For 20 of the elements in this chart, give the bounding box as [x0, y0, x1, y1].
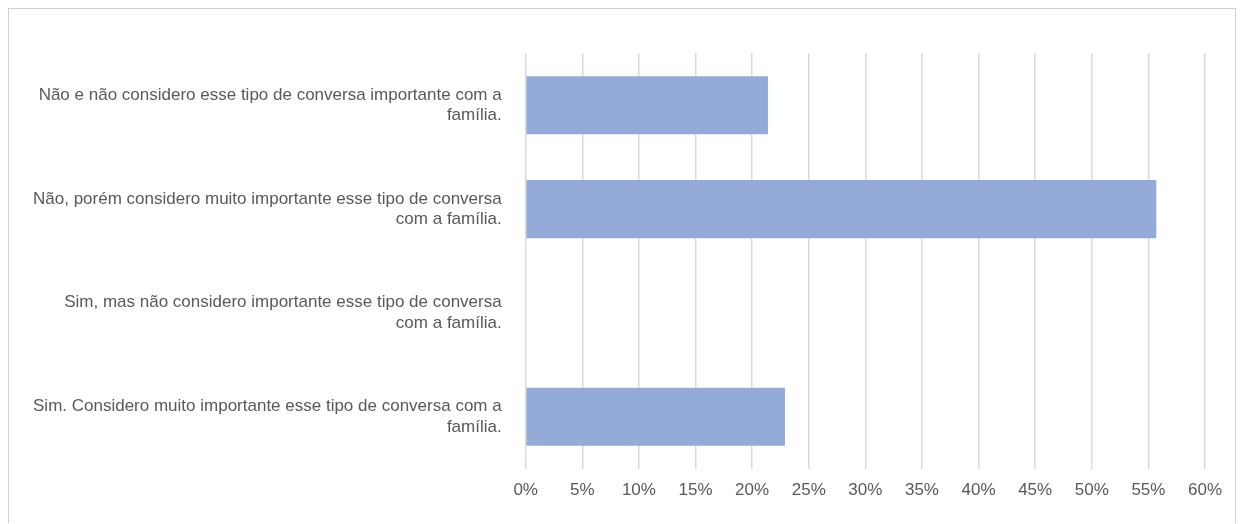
x-tick-label: 20% [735, 480, 770, 500]
x-tick-label: 5% [570, 480, 595, 500]
bar [526, 180, 1157, 239]
x-tick-label: 30% [848, 480, 883, 500]
x-tick-label: 35% [904, 480, 939, 500]
x-tick-label: 60% [1187, 480, 1223, 500]
y-tick-label: Sim, mas não considero importante esse tipo de conversa com a família. [64, 292, 503, 332]
x-tick-label: 0% [513, 480, 538, 500]
x-tick-label: 15% [678, 480, 713, 500]
x-tick-label: 10% [621, 480, 656, 500]
x-tick-label: 45% [1018, 480, 1053, 500]
y-tick-label: Sim. Considero muito importante esse tipo de conversa com a família. [33, 396, 503, 436]
x-tick-label: 55% [1131, 480, 1166, 500]
bar [526, 387, 785, 446]
x-tick-label: 25% [791, 480, 826, 500]
x-tick-label: 50% [1074, 480, 1109, 500]
bar [526, 76, 768, 135]
y-tick-label: Não, porém considero muito importante esse tipo de conversa com a família. [33, 188, 503, 228]
x-tick-label: 40% [961, 480, 996, 500]
y-tick-label: Não e não considero esse tipo de conversa importante com a família. [38, 84, 503, 125]
